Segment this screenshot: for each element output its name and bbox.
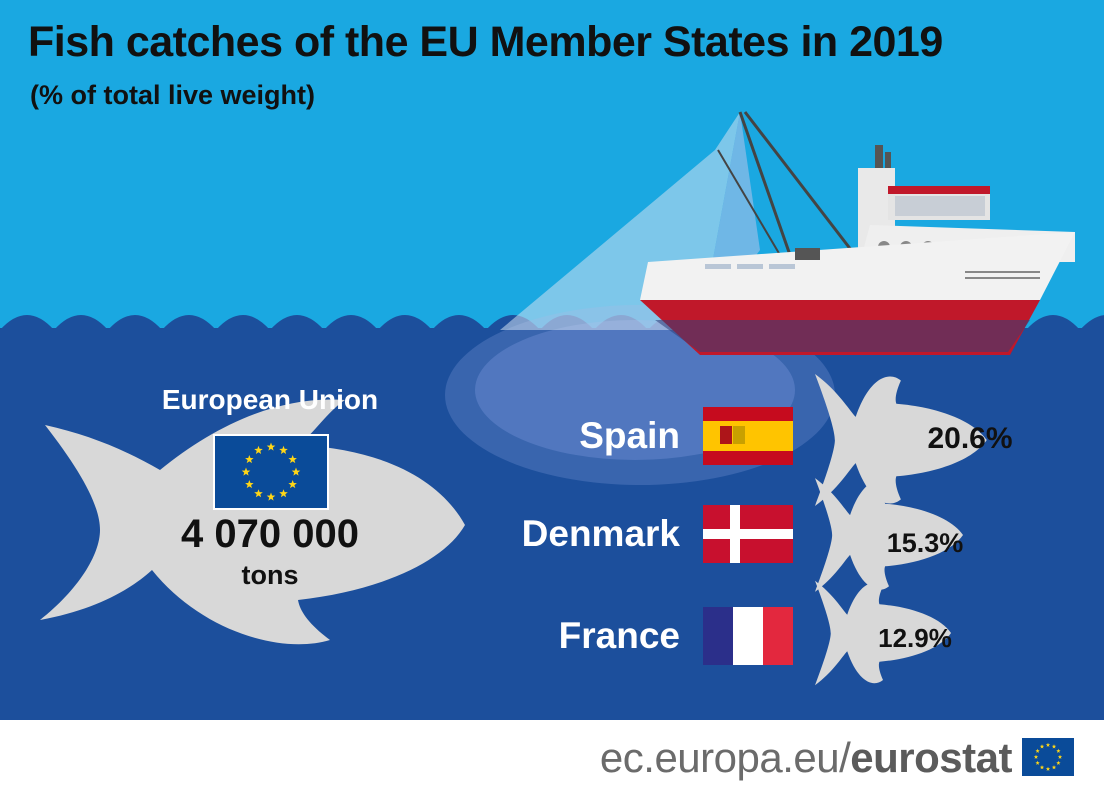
eu-star-icon: [1056, 760, 1061, 765]
flag-denmark: [703, 505, 793, 563]
share-spain: 20.6%: [927, 422, 1013, 455]
eu-star-icon: [288, 455, 297, 464]
eu-star-icon: [1045, 742, 1051, 747]
eu-flag: [213, 434, 329, 510]
eu-star-icon: [254, 489, 263, 498]
country-fish-france: [815, 580, 952, 686]
page-title: Fish catches of the EU Member States in …: [28, 18, 943, 66]
eu-star-icon: [1045, 766, 1051, 771]
eu-star-icon: [266, 492, 276, 501]
eu-star-icon: [279, 489, 288, 498]
share-denmark: 15.3%: [886, 528, 964, 558]
flag-france: [703, 607, 793, 665]
flag-spain: [703, 407, 793, 465]
eu-star-icon: [254, 445, 263, 454]
country-label-spain: Spain: [579, 415, 680, 456]
eu-star-icon: [245, 455, 254, 464]
country-label-france: France: [558, 615, 680, 656]
eu-star-icon: [291, 467, 301, 476]
eu-fish-shape: [40, 399, 465, 645]
footer-url[interactable]: ec.europa.eu/eurostat: [599, 734, 1013, 782]
eu-star-icon: [1039, 744, 1045, 749]
eu-star-icon: [1033, 754, 1039, 759]
eu-star-icon: [1056, 748, 1061, 753]
country-label-denmark: Denmark: [521, 513, 680, 554]
eu-star-icon: [279, 445, 288, 454]
footer-background: [0, 720, 1104, 792]
eu-star-icon: [1035, 760, 1040, 765]
eu-star-icon: [1051, 744, 1057, 749]
eu-star-icon: [288, 480, 297, 489]
eu-star-icon: [1039, 765, 1045, 770]
eu-star-icon: [245, 480, 254, 489]
country-fish-spain: [815, 374, 987, 506]
fishing-boat: [640, 111, 1075, 355]
eu-star-icon: [1057, 754, 1063, 759]
eu-unit: tons: [241, 560, 299, 590]
share-france: 12.9%: [878, 623, 952, 653]
eu-total-value: 4 070 000: [181, 512, 359, 556]
eu-star-icon: [1035, 748, 1040, 753]
eu-label: European Union: [161, 384, 379, 415]
footer-url-brand: eurostat: [850, 734, 1012, 781]
eu-star-icon: [241, 467, 251, 476]
eu-star-icon: [266, 442, 276, 451]
page-subtitle: (% of total live weight): [30, 80, 316, 110]
footer-url-prefix: ec.europa.eu/: [599, 734, 851, 781]
eu-star-icon: [1051, 765, 1057, 770]
country-fish-denmark: [815, 478, 964, 592]
eurostat-logo: [1022, 738, 1074, 776]
